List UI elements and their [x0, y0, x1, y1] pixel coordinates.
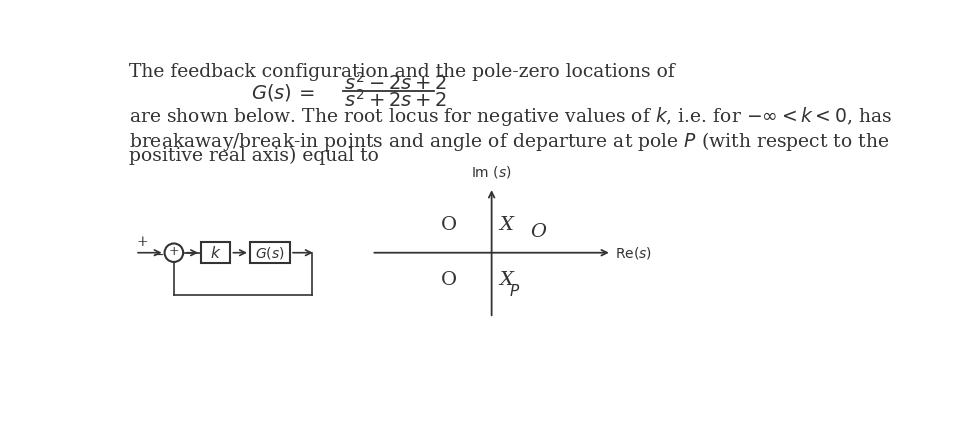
Text: $s^2-2s+2$: $s^2-2s+2$ [345, 72, 448, 94]
FancyBboxPatch shape [250, 242, 290, 263]
Text: O: O [441, 271, 457, 289]
Text: O: O [530, 222, 546, 241]
Text: $\mathrm{Re}(s)$: $\mathrm{Re}(s)$ [614, 245, 652, 261]
Text: +: + [137, 235, 148, 249]
Text: $s^2+2s+2$: $s^2+2s+2$ [345, 88, 448, 111]
Text: X: X [500, 271, 514, 289]
Text: +: + [168, 246, 179, 258]
Text: X: X [500, 216, 514, 234]
Text: −: − [152, 248, 165, 262]
Text: $\mathrm{Im}\ (s)$: $\mathrm{Im}\ (s)$ [472, 163, 512, 179]
Text: $P$: $P$ [509, 283, 521, 299]
Text: O: O [441, 216, 457, 234]
FancyBboxPatch shape [201, 242, 231, 263]
Text: $G(s)$: $G(s)$ [256, 245, 285, 261]
Text: $k$: $k$ [210, 245, 221, 261]
Text: breakaway/break-in points and angle of departure at pole $P$ (with respect to th: breakaway/break-in points and angle of d… [129, 130, 889, 153]
Text: positive real axis) equal to: positive real axis) equal to [129, 147, 379, 165]
Text: $G(s)\,=$: $G(s)\,=$ [252, 82, 315, 103]
Text: The feedback configuration and the pole-zero locations of: The feedback configuration and the pole-… [129, 63, 675, 81]
Text: are shown below. The root locus for negative values of $k$, i.e. for $-\infty < : are shown below. The root locus for nega… [129, 105, 892, 128]
